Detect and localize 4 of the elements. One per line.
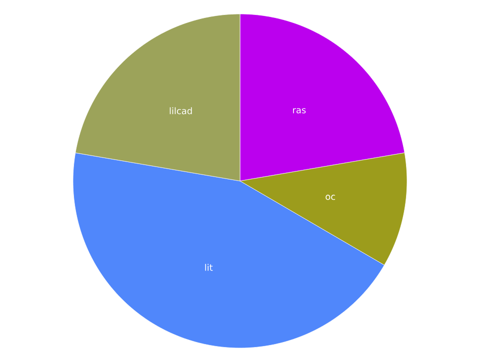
slice-label: ras	[293, 108, 306, 114]
slice-label: lit	[205, 264, 213, 271]
slice-label: oc	[326, 194, 336, 200]
slice-label: lilcad	[170, 107, 192, 114]
